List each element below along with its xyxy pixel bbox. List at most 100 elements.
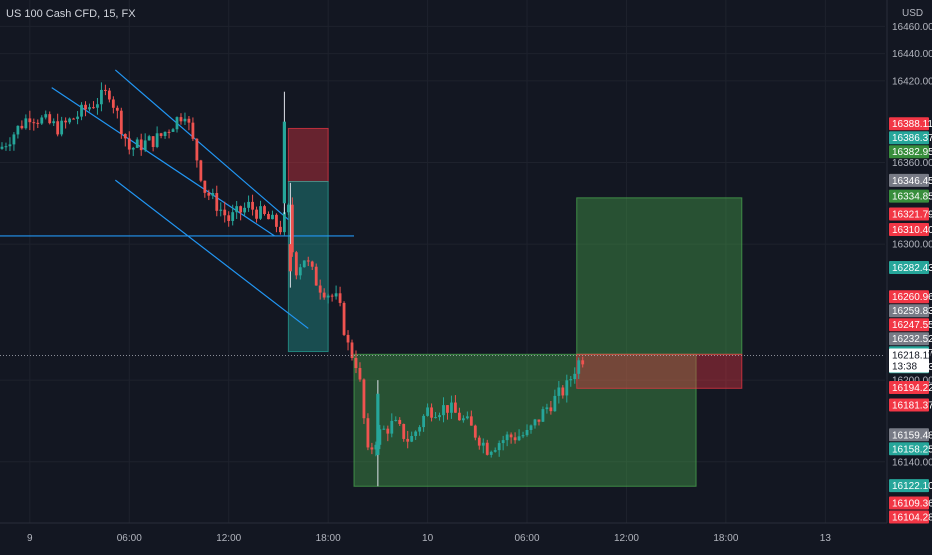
candle-body (104, 89, 107, 91)
candle-body (155, 133, 159, 147)
price-tick-label: 16360.00 (892, 158, 932, 169)
candle-body (549, 407, 553, 412)
candle-body (0, 146, 4, 149)
candle-body (20, 125, 24, 129)
price-label-tag (889, 117, 929, 131)
last-price-value: 16218.11 (892, 351, 932, 362)
candle-body (342, 302, 346, 335)
price-label-value: 16122.10 (892, 481, 932, 492)
candle-body (438, 415, 441, 418)
candle-body (370, 447, 374, 450)
price-label-tag (889, 496, 929, 510)
candle-body (131, 147, 135, 150)
candle-body (92, 107, 95, 109)
candle-body (8, 144, 12, 147)
candle-body (32, 122, 36, 124)
candle-body (374, 444, 378, 450)
candle-body (326, 295, 330, 298)
candle-body (179, 117, 183, 122)
candle-body (48, 114, 52, 124)
candle-body (255, 209, 258, 219)
candle-body (426, 407, 429, 416)
candle-body (247, 201, 250, 208)
candle-body (533, 419, 537, 426)
candle-body (334, 293, 338, 297)
candle-body (314, 266, 318, 286)
chart-title: US 100 Cash CFD, 15, FX (6, 8, 136, 20)
candle-body (151, 136, 155, 147)
price-label-value: 16104.28 (892, 512, 932, 523)
candle-body (366, 418, 370, 448)
candle-body (402, 423, 406, 439)
candle-body (135, 139, 139, 148)
price-label-tag (889, 131, 929, 145)
candle-body (541, 409, 545, 422)
candle-body (279, 226, 282, 233)
price-tick-label: 16460.00 (892, 22, 932, 33)
candle-body (521, 435, 525, 437)
position-zone-profit (353, 353, 697, 487)
candle-body (286, 204, 290, 213)
price-label-tag (889, 381, 929, 395)
candle-body (84, 104, 87, 110)
candle-body (191, 122, 195, 139)
price-label-value: 16282.43 (892, 263, 932, 274)
candle-body (127, 138, 131, 150)
candle-body (376, 393, 380, 455)
candle-body (418, 427, 422, 432)
candle-body (458, 412, 461, 421)
candle-body (175, 117, 179, 130)
price-label-value: 16382.95 (892, 147, 932, 158)
candle-body (318, 285, 322, 293)
price-label-value: 16247.55 (892, 320, 932, 331)
candle-body (517, 436, 521, 441)
price-label-tag (889, 428, 929, 442)
candle-body (513, 437, 517, 441)
candle-body (573, 373, 577, 380)
candle-body (263, 206, 266, 214)
price-tick-label: 16140.00 (892, 457, 932, 468)
candle-body (107, 90, 111, 100)
candle-body (338, 293, 342, 303)
candle-body (406, 438, 410, 442)
price-label-tag (889, 145, 929, 159)
candle-body (569, 379, 573, 381)
candle-body (430, 407, 433, 418)
candle-body (358, 368, 362, 380)
candle-body (60, 120, 64, 135)
price-label-tag (889, 207, 929, 221)
candle-body (4, 146, 8, 148)
candle-body (529, 425, 533, 430)
price-label-value: 16260.96 (892, 292, 932, 303)
price-label-tag (889, 304, 929, 318)
candle-body (489, 451, 493, 455)
candle-body (294, 252, 298, 276)
candle-body (251, 201, 254, 210)
price-axis (887, 0, 932, 550)
price-label-tag (889, 318, 929, 332)
candle-body (24, 118, 28, 129)
candle-body (362, 379, 366, 419)
position-zone-entry (287, 181, 329, 353)
price-tick-label: 16420.00 (892, 76, 932, 87)
candle-body (346, 334, 350, 343)
candle-body (239, 206, 243, 213)
candle-body (461, 418, 465, 421)
candle-body (183, 118, 187, 122)
candle-body (267, 213, 270, 220)
candle-body (322, 292, 326, 298)
price-label-value: 16181.37 (892, 400, 932, 411)
price-label-value: 16346.45 (892, 176, 932, 187)
candle-body (12, 134, 16, 145)
last-price-badge (889, 348, 929, 373)
currency-label[interactable]: USD (902, 8, 924, 19)
candle-body (350, 342, 354, 358)
candle-body (410, 436, 414, 442)
price-label-tag (889, 260, 929, 274)
candle-body (203, 180, 207, 193)
candle-body (553, 395, 557, 412)
candle-body (40, 117, 44, 124)
candle-body (167, 131, 171, 133)
